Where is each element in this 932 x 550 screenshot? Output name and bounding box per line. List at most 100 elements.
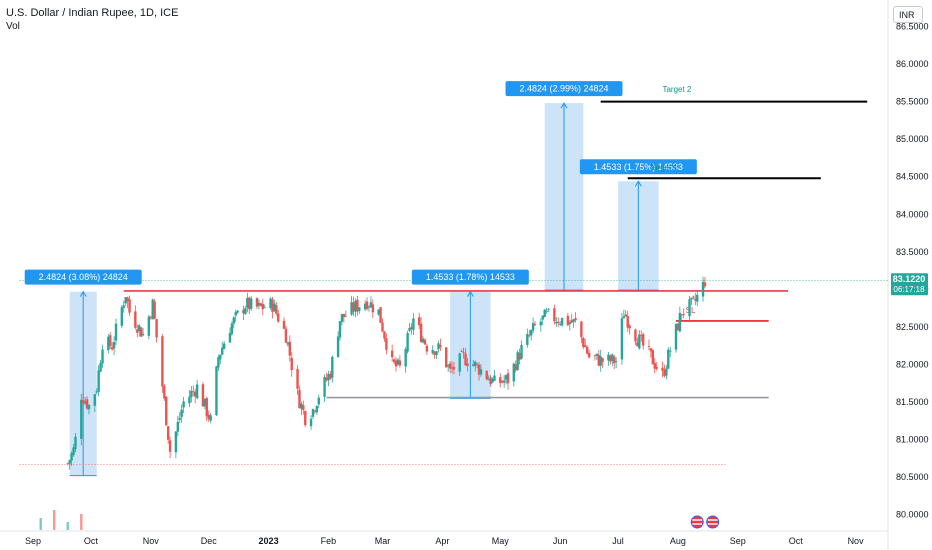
candle-body xyxy=(531,323,535,331)
candle-body xyxy=(190,390,193,398)
candle-body xyxy=(585,346,589,354)
y-tick-label: 85.5000 xyxy=(896,97,929,107)
candle-body xyxy=(201,384,205,407)
candle-body xyxy=(412,318,415,330)
candle-body xyxy=(501,381,504,383)
y-tick-label: 80.5000 xyxy=(896,472,929,482)
y-tick-label: 81.5000 xyxy=(896,397,929,407)
candle-body xyxy=(701,281,705,297)
candle-body xyxy=(624,314,627,317)
candle-body xyxy=(661,367,664,371)
candle-body xyxy=(487,379,490,381)
candle-body xyxy=(138,325,141,332)
x-tick-label: Dec xyxy=(201,536,218,546)
candle-body xyxy=(311,409,315,417)
candle-body xyxy=(68,460,71,464)
candle-body xyxy=(222,343,226,349)
candle-body xyxy=(219,354,222,360)
candle-body xyxy=(195,384,199,399)
candle-body xyxy=(504,375,508,380)
candle-body xyxy=(273,303,276,312)
candle-body xyxy=(236,310,239,313)
candle-body xyxy=(558,323,562,325)
candle-body xyxy=(329,373,332,379)
annotation-sl: SL xyxy=(686,306,696,315)
candle-body xyxy=(221,347,224,355)
annotation-target-1: Target 1 xyxy=(649,163,678,172)
candle-body xyxy=(421,338,425,343)
y-tick-label: 81.0000 xyxy=(896,435,929,445)
candle-body xyxy=(153,301,156,319)
candle-body xyxy=(613,356,616,364)
candle-body xyxy=(124,297,127,304)
candle-body xyxy=(460,351,463,353)
candle-body xyxy=(541,315,544,320)
candle-body xyxy=(192,391,195,393)
candle-body xyxy=(446,365,450,367)
candle-body xyxy=(410,327,413,329)
candle-body xyxy=(126,297,129,302)
candle-body xyxy=(107,336,110,351)
current-price-value: 83.1220 xyxy=(893,274,926,284)
candle-body xyxy=(217,357,220,368)
candle-body xyxy=(147,316,151,336)
candle-body xyxy=(139,327,143,337)
candle-body xyxy=(529,330,533,336)
candle-body xyxy=(166,426,170,440)
candle-body xyxy=(651,350,655,365)
candle-body xyxy=(286,342,290,345)
candle-body xyxy=(188,396,191,404)
us-flag-icon xyxy=(690,515,704,529)
candle-body xyxy=(234,312,237,316)
candle-body xyxy=(168,440,172,452)
x-tick-label: Sep xyxy=(25,536,41,546)
current-price-tag xyxy=(891,273,928,296)
candle-body xyxy=(155,319,158,338)
candle-body xyxy=(230,323,234,335)
candle-body xyxy=(290,357,293,371)
candle-body xyxy=(462,352,465,354)
measurement-label: 2.4824 (3.08%) 24824 xyxy=(39,272,128,282)
candle-body xyxy=(647,345,651,347)
candle-body xyxy=(638,334,641,349)
chart-title: U.S. Dollar / Indian Rupee, 1D, ICE xyxy=(6,7,179,19)
candle-body xyxy=(331,356,334,378)
candle-body xyxy=(678,312,682,332)
candle-body xyxy=(680,314,683,316)
volume-label: Vol xyxy=(6,21,20,32)
candle-body xyxy=(381,322,384,332)
measurement-label-bg xyxy=(505,81,623,97)
candle-body xyxy=(566,315,570,326)
candle-body xyxy=(74,436,77,450)
x-tick-label: Apr xyxy=(435,536,449,546)
candle-body xyxy=(271,299,274,312)
candle-body xyxy=(489,377,492,385)
candle-body xyxy=(587,352,591,358)
candle-body xyxy=(433,351,436,355)
candle-body xyxy=(110,347,114,350)
candle-body xyxy=(296,368,299,389)
candle-body xyxy=(473,361,477,367)
candle-body xyxy=(302,405,305,410)
candle-body xyxy=(151,299,154,320)
y-tick-label: 86.5000 xyxy=(896,22,929,32)
candle-body xyxy=(342,313,346,318)
measurement-label: 1.4533 (1.75%) 14533 xyxy=(594,162,683,172)
x-tick-label: Feb xyxy=(321,536,337,546)
candle-body xyxy=(506,373,510,384)
candle-body xyxy=(557,321,560,324)
candle-body xyxy=(641,334,645,346)
candle-body xyxy=(114,323,118,341)
candle-body xyxy=(244,308,247,314)
candle-body xyxy=(597,354,600,366)
candle-body xyxy=(257,302,261,306)
candle-body xyxy=(611,354,614,361)
candle-body xyxy=(215,366,218,416)
candle-body xyxy=(580,321,583,338)
candle-body xyxy=(288,341,292,356)
candle-body xyxy=(649,348,653,352)
currency-button[interactable]: INR xyxy=(893,6,923,23)
candle-body xyxy=(636,342,639,347)
candle-body xyxy=(228,333,232,343)
